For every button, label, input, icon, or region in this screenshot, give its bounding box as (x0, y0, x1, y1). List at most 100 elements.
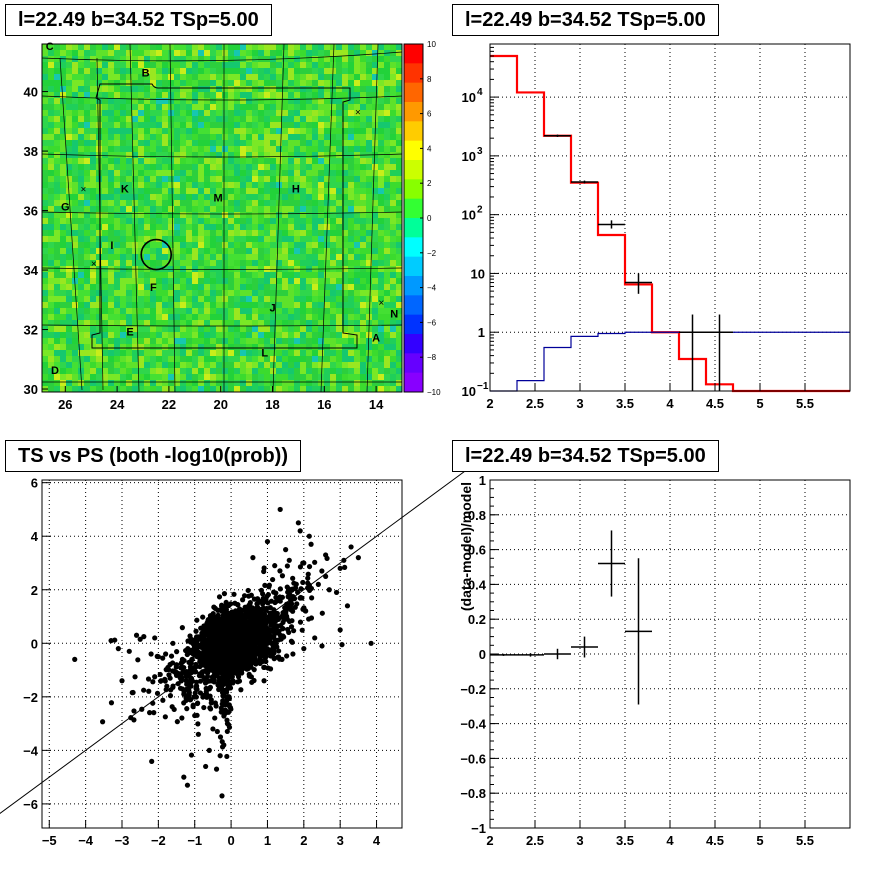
heatmap-cell (282, 128, 288, 134)
heatmap-cell (126, 158, 132, 164)
heatmap-cell (144, 224, 150, 230)
heatmap-cell (210, 200, 216, 206)
heatmap-cell (360, 254, 366, 260)
heatmap-cell (390, 254, 396, 260)
heatmap-cell (66, 212, 72, 218)
heatmap-cell (108, 380, 114, 386)
heatmap-cell (228, 134, 234, 140)
heatmap-cell (210, 218, 216, 224)
heatmap-cell (150, 278, 156, 284)
heatmap-cell (90, 74, 96, 80)
heatmap-cell (150, 284, 156, 290)
heatmap-cell (396, 302, 402, 308)
heatmap-cell (300, 140, 306, 146)
heatmap-cell (390, 170, 396, 176)
heatmap-cell (108, 188, 114, 194)
heatmap-cell (162, 386, 168, 392)
heatmap-cell (90, 122, 96, 128)
heatmap-cell (60, 80, 66, 86)
heatmap-cell (330, 242, 336, 248)
heatmap-cell (306, 44, 312, 50)
heatmap-cell (336, 308, 342, 314)
heatmap-cell (90, 44, 96, 50)
heatmap-cell (222, 146, 228, 152)
heatmap-cell (354, 50, 360, 56)
heatmap-cell (120, 56, 126, 62)
heatmap-cell (264, 194, 270, 200)
heatmap-cell (306, 386, 312, 392)
heatmap-cell (270, 170, 276, 176)
colorbar-tick-label: −2 (427, 249, 437, 258)
heatmap-cell (276, 122, 282, 128)
heatmap-cell (96, 374, 102, 380)
scatter-point (187, 633, 193, 639)
heatmap-cell (384, 68, 390, 74)
heatmap-cell (192, 200, 198, 206)
heatmap-cell (294, 368, 300, 374)
heatmap-cell (270, 374, 276, 380)
source-label: D (51, 365, 59, 377)
heatmap-cell (150, 386, 156, 392)
heatmap-cell (396, 122, 402, 128)
data-point (706, 314, 733, 391)
heatmap-cell (96, 56, 102, 62)
heatmap-cell (348, 308, 354, 314)
heatmap-cell (360, 176, 366, 182)
heatmap-cell (300, 362, 306, 368)
heatmap-cell (180, 218, 186, 224)
heatmap-cell (222, 236, 228, 242)
heatmap-cell (126, 326, 132, 332)
heatmap-cell (60, 218, 66, 224)
heatmap-cell (390, 278, 396, 284)
meridian-line (320, 43, 335, 393)
heatmap-cell (150, 224, 156, 230)
heatmap-cell (90, 212, 96, 218)
heatmap-cell (114, 116, 120, 122)
heatmap-cell (390, 80, 396, 86)
heatmap-cell (396, 272, 402, 278)
heatmap-cell (210, 188, 216, 194)
heatmap-cell (210, 104, 216, 110)
heatmap-cell (234, 308, 240, 314)
heatmap-cell (204, 104, 210, 110)
heatmap-cell (132, 164, 138, 170)
heatmap-cell (372, 224, 378, 230)
heatmap-cell (216, 284, 222, 290)
heatmap-cell (258, 386, 264, 392)
heatmap-cell (180, 152, 186, 158)
heatmap-cell (384, 158, 390, 164)
heatmap-cell (354, 290, 360, 296)
heatmap-cell (186, 242, 192, 248)
heatmap-cell (228, 236, 234, 242)
heatmap-cell (210, 338, 216, 344)
heatmap-cell (318, 128, 324, 134)
heatmap-cell (396, 218, 402, 224)
heatmap-cell (54, 62, 60, 68)
heatmap-cell (84, 68, 90, 74)
heatmap-cell (264, 332, 270, 338)
heatmap-cell (42, 140, 48, 146)
heatmap-cell (198, 254, 204, 260)
heatmap-cell (276, 146, 282, 152)
heatmap-cell (192, 248, 198, 254)
heatmap-cell (396, 74, 402, 80)
heatmap-cell (282, 152, 288, 158)
heatmap-cell (102, 68, 108, 74)
heatmap-cell (144, 254, 150, 260)
heatmap-cell (252, 110, 258, 116)
heatmap-cell (150, 254, 156, 260)
heatmap-cell (120, 326, 126, 332)
heatmap-cell (360, 200, 366, 206)
heatmap-cell (360, 290, 366, 296)
heatmap-cell (156, 200, 162, 206)
heatmap-cell (96, 368, 102, 374)
heatmap-cell (354, 164, 360, 170)
scatter-point (203, 689, 209, 695)
heatmap-cell (348, 332, 354, 338)
heatmap-cell (312, 368, 318, 374)
heatmap-cell (354, 260, 360, 266)
heatmap-cell (48, 50, 54, 56)
heatmap-cell (258, 206, 264, 212)
heatmap-cell (390, 212, 396, 218)
heatmap-cell (204, 284, 210, 290)
